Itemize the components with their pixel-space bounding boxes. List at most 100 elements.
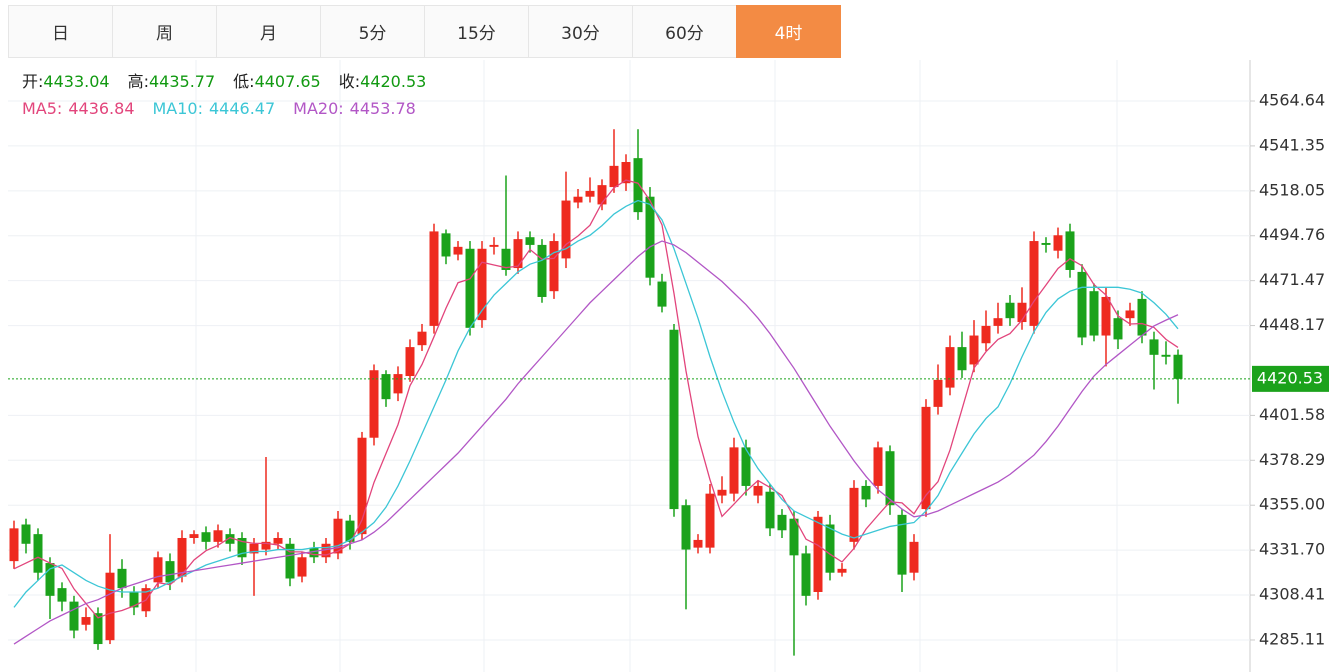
candle-body [657,281,667,307]
period-tab[interactable]: 4时 [736,5,841,58]
period-tab[interactable]: 15分 [424,5,529,58]
candle-body [609,165,619,188]
candle-body [1005,302,1015,319]
candle-body [45,563,55,596]
ohlc-label: 低: [233,72,254,91]
candle-body [861,485,871,500]
candle-body [885,451,895,506]
period-tab[interactable]: 周 [112,5,217,58]
candle-body [489,244,499,247]
candle-body [261,541,271,550]
ohlc-label: 开: [22,72,43,91]
candle-body [165,561,175,583]
candle-body [9,528,19,562]
candle-body [93,613,103,645]
candle-body [969,335,979,365]
period-tab[interactable]: 5分 [320,5,425,58]
candle-body [777,514,787,531]
ma-value: 4453.78 [350,99,416,118]
y-tick-label: 4355.00 [1259,495,1325,514]
y-tick-label: 4471.47 [1259,270,1325,289]
candle-body [453,246,463,255]
candle-body [117,568,127,589]
candle-body [345,520,355,542]
candle-body [57,588,67,602]
candle-body [933,379,943,407]
candle-body [177,537,187,577]
candle-body [1101,296,1111,336]
period-tab[interactable]: 日 [8,5,113,58]
candle-body [429,231,439,326]
period-tab[interactable]: 30分 [528,5,633,58]
ma-name: MA10: [153,99,204,118]
candle-body [381,374,391,400]
candle-body [1125,310,1135,319]
ohlc-label: 收: [339,72,360,91]
candle-body [225,534,235,544]
y-tick-label: 4378.29 [1259,450,1325,469]
candle-body [837,568,847,573]
ma-info: MA5: 4436.84 MA10: 4446.47 MA20: 4453.78 [22,99,416,118]
candle-body [741,447,751,486]
candle-body [21,524,31,544]
candle-body [909,541,919,573]
candle-body [129,591,139,608]
candle-body [1113,318,1123,340]
candle-body [369,370,379,438]
candle-body [417,331,427,346]
candle-body [981,325,991,344]
ma-value: 4446.47 [209,99,275,118]
period-tab[interactable]: 60分 [632,5,737,58]
candle-body [393,374,403,394]
y-tick-label: 4564.64 [1259,90,1325,109]
candle-body [1029,241,1039,326]
ohlc-label: 高: [128,72,149,91]
candle-body [561,200,571,259]
candle-body [477,248,487,321]
current-price-label: 4420.53 [1257,368,1323,387]
candle-body [1077,271,1087,338]
candle-body [921,406,931,510]
ohlc-value: 4435.77 [149,72,215,91]
candle-body [273,537,283,544]
candle-body [465,248,475,328]
candle-body [597,185,607,205]
y-tick-label: 4308.41 [1259,585,1325,604]
candle-body [357,437,367,535]
candle-body [513,239,523,269]
candle-body [945,347,955,388]
candle-body [1041,242,1051,245]
candle-body [1065,231,1075,270]
y-tick-label: 4541.35 [1259,135,1325,154]
candle-body [537,244,547,297]
candle-body [1017,302,1027,323]
candle-body [645,196,655,278]
candle-body [1161,354,1171,357]
candle-body [957,347,967,371]
ohlc-info: 开:4433.04 高:4435.77 低:4407.65 收:4420.53 [22,72,426,91]
ma-name: MA20: [293,99,344,118]
candle-body [1173,354,1183,379]
current-price-tag [1252,365,1329,392]
candle-body [309,547,319,558]
candle-body [549,241,559,292]
candle-body [321,543,331,558]
candle-body [1053,235,1063,251]
candle-body [825,524,835,573]
candle-body [213,530,223,542]
candle-body [81,617,91,625]
y-tick-label: 4448.17 [1259,315,1325,334]
ma-name: MA5: [22,99,62,118]
period-tab[interactable]: 月 [216,5,321,58]
y-tick-label: 4331.70 [1259,540,1325,559]
candle-body [285,543,295,579]
candle-body [801,553,811,596]
y-tick-label: 4401.58 [1259,405,1325,424]
candle-body [201,532,211,542]
candle-body [669,329,679,510]
candle-body [621,162,631,184]
candle-body [249,543,259,554]
ohlc-value: 4420.53 [360,72,426,91]
candle-body [813,516,823,592]
